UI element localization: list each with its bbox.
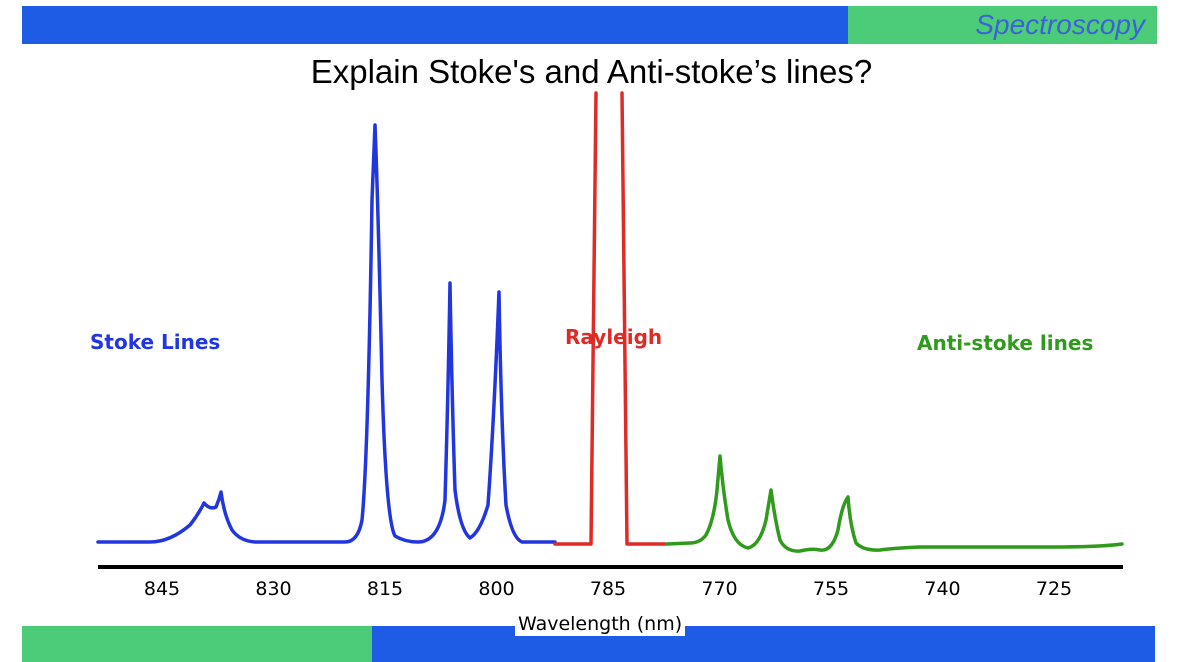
stoke-lines-curve [96, 123, 557, 544]
rayleigh-label: Rayleigh [565, 325, 663, 349]
tick-label: 800 [478, 578, 514, 600]
tick-label: 755 [813, 578, 849, 600]
tick-labels: 845 830 815 800 785 770 755 740 725 [144, 578, 1072, 600]
axis-line [98, 565, 1123, 569]
tick-label: 770 [701, 578, 737, 600]
anti-stoke-lines-curve [665, 454, 1124, 553]
slide-title: Explain Stoke's and Anti-stoke’s lines? [310, 53, 873, 90]
anti-stoke-lines-label: Anti-stoke lines [917, 331, 1094, 355]
stoke-lines-label: Stoke Lines [90, 330, 221, 354]
tick-label: 725 [1036, 578, 1072, 600]
tick-label: 785 [590, 578, 626, 600]
tick-label: 830 [255, 578, 291, 600]
footer-bar-green [22, 626, 372, 662]
header-bar-green [848, 6, 1157, 44]
axis-title: Wavelength (nm) [515, 612, 686, 636]
header-bar-blue [22, 6, 848, 44]
tick-label: 740 [924, 578, 960, 600]
footer-bar-blue [372, 626, 1155, 662]
tick-label: 845 [144, 578, 180, 600]
rayleigh-line-curve [553, 91, 667, 546]
section-label: Spectroscopy [975, 9, 1145, 40]
tick-label: 815 [367, 578, 403, 600]
